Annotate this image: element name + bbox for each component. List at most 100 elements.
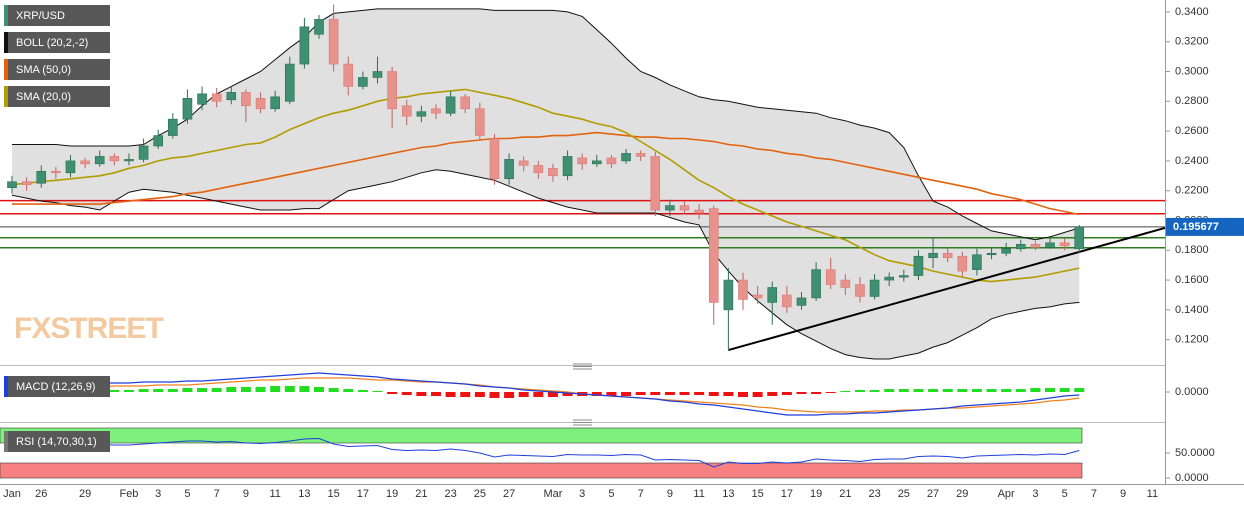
- candle-body: [94, 156, 105, 165]
- x-tick-label: Feb: [119, 488, 138, 500]
- macd-bar: [211, 388, 222, 392]
- x-tick-label: 23: [868, 488, 880, 500]
- macd-bar: [299, 386, 310, 392]
- price-tag-label: 0.195677: [1173, 221, 1219, 233]
- candle-body: [51, 171, 61, 174]
- signal-line: [12, 377, 1080, 413]
- x-tick-label: 25: [898, 488, 910, 500]
- candle-body: [182, 98, 193, 120]
- candle-body: [168, 118, 178, 136]
- macd-bar: [401, 392, 412, 395]
- macd-bar: [474, 392, 485, 397]
- macd-bar: [255, 387, 266, 392]
- x-tick-label: 19: [810, 488, 822, 500]
- candle-body: [36, 171, 47, 184]
- x-tick-label: 29: [79, 488, 91, 500]
- candle-body: [796, 297, 807, 306]
- macd-bar: [694, 392, 705, 395]
- sma-line: [11, 88, 1080, 283]
- sma-line: [12, 131, 1080, 216]
- x-tick-label: 5: [608, 488, 614, 500]
- legend-box: [4, 59, 110, 80]
- candle-body: [562, 156, 573, 177]
- y-tick-label: 0.2800: [1175, 95, 1209, 107]
- rsi-zone: [0, 462, 1083, 479]
- trendline: [728, 226, 1166, 352]
- candle-body: [226, 92, 237, 101]
- macd-bar: [796, 392, 807, 394]
- y-tick-label: 0.1800: [1175, 244, 1209, 256]
- macd-bar: [591, 392, 602, 396]
- band-lower: [11, 169, 1080, 360]
- macd-bar: [1045, 388, 1056, 392]
- macd-bar: [343, 389, 354, 392]
- candle-body: [138, 145, 149, 160]
- candle-body: [1074, 226, 1085, 250]
- x-tick-label: 3: [155, 488, 161, 500]
- candle-body: [284, 63, 295, 102]
- macd-bar: [430, 392, 441, 396]
- macd-bar: [270, 386, 281, 392]
- x-tick-label: 9: [1120, 488, 1126, 500]
- macd-bar: [635, 392, 646, 395]
- macd-bar: [869, 390, 880, 392]
- macd-bar: [738, 392, 748, 397]
- y-tick-label: 0.1400: [1175, 304, 1209, 316]
- candle-body: [913, 255, 924, 276]
- candle-body: [328, 19, 339, 65]
- candle-body: [723, 279, 734, 311]
- rsi-zone: [0, 427, 1083, 444]
- watermark: FXSTREET: [14, 312, 163, 345]
- legend-label: SMA (20,0): [16, 91, 71, 103]
- macd-bar: [562, 392, 573, 396]
- x-tick-label: Jan: [3, 488, 21, 500]
- macd-bar: [504, 392, 515, 398]
- macd-bar: [226, 387, 237, 392]
- candle-body: [855, 284, 865, 297]
- candle-body: [767, 287, 778, 303]
- candle-body: [928, 252, 938, 259]
- macd-bar: [650, 392, 661, 395]
- candle-body: [504, 159, 514, 180]
- candle-body: [153, 135, 163, 147]
- macd-bar: [240, 387, 251, 392]
- candle-body: [416, 111, 427, 117]
- macd-bar: [416, 392, 427, 396]
- macd-bar: [1015, 389, 1026, 392]
- macd-bar: [533, 392, 544, 397]
- candle-body: [255, 98, 266, 110]
- macd-line: [12, 372, 1080, 416]
- macd-bar: [884, 389, 895, 392]
- y-tick-label: 0.0000: [1175, 386, 1209, 398]
- x-tick-label: 9: [243, 488, 249, 500]
- candle-body: [489, 138, 500, 180]
- candle-body: [548, 168, 558, 177]
- candle-body: [372, 71, 383, 78]
- macd-bar: [357, 390, 368, 392]
- y-tick-label: 0.3000: [1175, 65, 1209, 77]
- x-tick-label: 3: [1032, 488, 1038, 500]
- macd-bar: [840, 391, 851, 392]
- candle-body: [124, 159, 134, 162]
- candle-body: [942, 252, 953, 259]
- candle-body: [1030, 244, 1041, 248]
- candle-body: [7, 181, 17, 189]
- y-tick-label: 0.2600: [1175, 125, 1209, 137]
- y-tick-label: 0.2400: [1175, 155, 1209, 167]
- candle-body: [825, 269, 836, 285]
- candle-body: [270, 96, 280, 110]
- macd-bar: [328, 388, 339, 392]
- macd-bar: [182, 388, 193, 392]
- macd-bar: [1001, 389, 1012, 392]
- legend-label: SMA (50,0): [16, 64, 71, 76]
- macd-bar: [854, 390, 865, 392]
- x-tick-label: 7: [1091, 488, 1097, 500]
- macd-bar: [913, 389, 924, 392]
- x-tick-label: 9: [667, 488, 673, 500]
- macd-bar: [489, 392, 500, 398]
- macd-bar: [606, 392, 617, 396]
- macd-bar: [898, 389, 909, 392]
- x-tick-label: 13: [722, 488, 734, 500]
- x-tick-label: 5: [184, 488, 190, 500]
